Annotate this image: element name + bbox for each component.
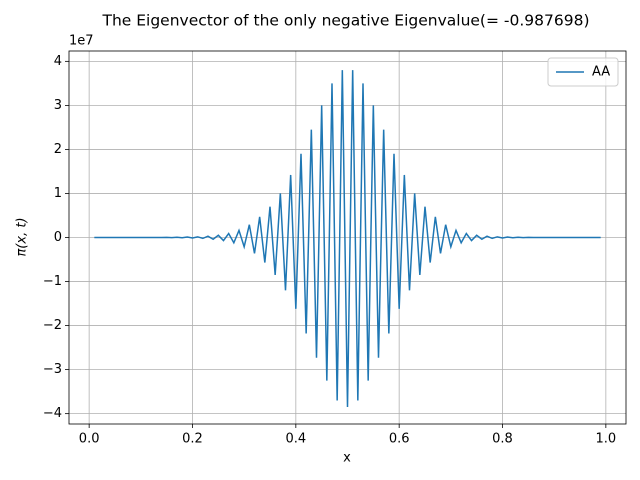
x-axis-label: x — [343, 451, 351, 466]
y-tick-label: 0 — [54, 230, 62, 245]
y-offset-label: 1e7 — [69, 34, 94, 49]
y-tick-label: −2 — [43, 318, 62, 333]
x-tick-label: 0.8 — [492, 432, 513, 447]
y-tick-label: −4 — [43, 406, 62, 421]
y-tick-label: 1 — [54, 186, 62, 201]
y-tick-label: −1 — [43, 274, 62, 289]
axes-frame — [68, 50, 627, 425]
y-tick-label: −3 — [43, 362, 62, 377]
x-tick-label: 0.2 — [182, 432, 203, 447]
x-tick-label: 0.0 — [79, 432, 100, 447]
chart-title: The Eigenvector of the only negative Eig… — [101, 12, 589, 30]
data-line — [94, 70, 601, 408]
y-axis-label: π(x, t) — [15, 217, 30, 256]
y-tick-label: 3 — [54, 98, 62, 113]
x-tick-label: 0.6 — [389, 432, 410, 447]
x-tick-label: 1.0 — [596, 432, 617, 447]
x-tick-label: 0.4 — [285, 432, 306, 447]
y-tick-label: 4 — [54, 54, 62, 69]
y-tick-label: 2 — [54, 142, 62, 157]
legend-label: AA — [592, 65, 610, 80]
